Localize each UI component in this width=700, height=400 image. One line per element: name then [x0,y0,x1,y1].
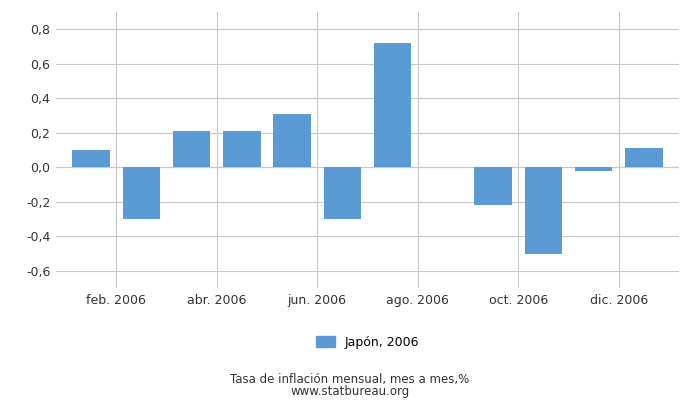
Text: www.statbureau.org: www.statbureau.org [290,386,410,398]
Bar [173,131,211,167]
Bar [323,167,361,219]
Bar [72,150,110,167]
Bar [575,167,612,171]
Legend: Japón, 2006: Japón, 2006 [316,336,419,349]
Text: Tasa de inflación mensual, mes a mes,%: Tasa de inflación mensual, mes a mes,% [230,374,470,386]
Bar [625,148,663,167]
Bar [223,131,260,167]
Bar [524,167,562,254]
Bar [273,114,311,167]
Bar [374,43,412,167]
Bar [122,167,160,219]
Bar [475,167,512,205]
